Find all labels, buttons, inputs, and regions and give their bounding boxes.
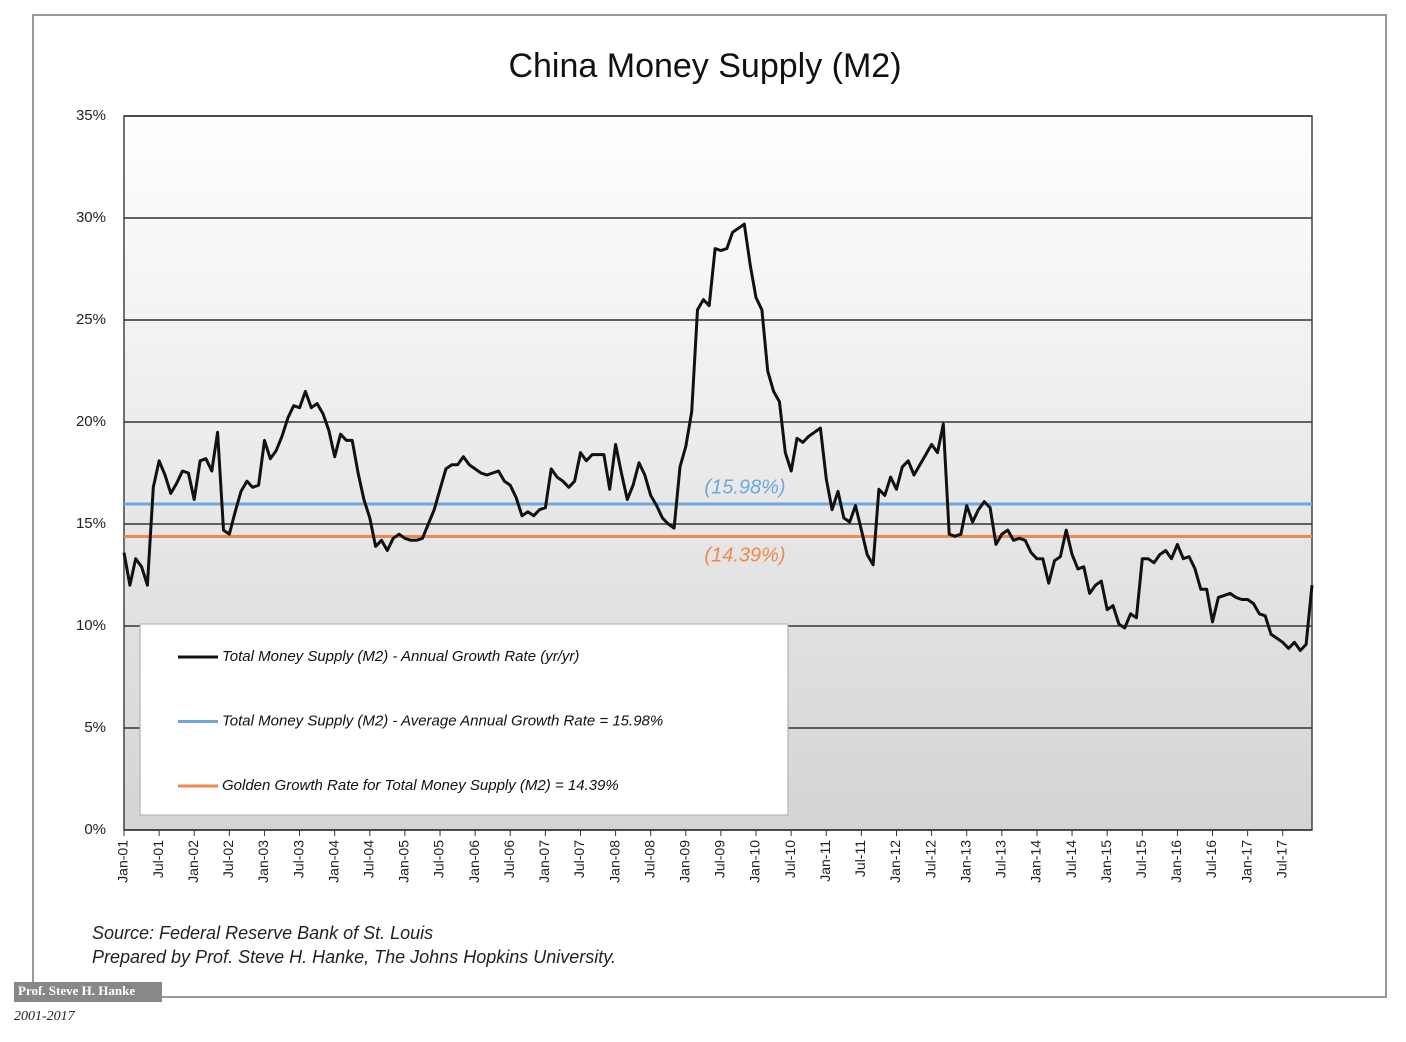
x-tick-label: Jul-10	[782, 840, 798, 878]
x-tick-label: Jan-05	[396, 840, 412, 883]
x-tick-label: Jan-10	[747, 840, 763, 883]
x-tick-label: Jan-14	[1028, 840, 1044, 883]
x-tick-label: Jan-16	[1168, 840, 1184, 883]
x-tick-label: Jul-17	[1273, 840, 1289, 878]
y-tick-label: 20%	[76, 413, 106, 430]
x-tick-label: Jul-06	[501, 840, 517, 878]
reference-label: (14.39%)	[704, 545, 785, 567]
y-tick-label: 25%	[76, 311, 106, 328]
x-tick-label: Jan-02	[185, 840, 201, 883]
y-tick-label: 5%	[84, 719, 106, 736]
x-tick-label: Jan-07	[536, 840, 552, 883]
x-tick-label: Jul-14	[1063, 840, 1079, 878]
y-tick-label: 10%	[76, 617, 106, 634]
y-tick-label: 15%	[76, 515, 106, 532]
x-tick-label: Jan-15	[1098, 840, 1114, 883]
series-line	[122, 222, 1314, 652]
x-tick-label: Jul-08	[641, 840, 657, 878]
x-tick-label: Jan-12	[887, 840, 903, 883]
x-tick-label: Jul-12	[922, 840, 938, 878]
legend	[139, 623, 789, 816]
x-tick-label: Jan-17	[1238, 840, 1254, 883]
legend-label: Total Money Supply (M2) - Average Annual…	[222, 712, 663, 729]
reference-label: (15.98%)	[704, 476, 785, 498]
source: Source: Federal Reserve Bank of St. Loui…	[92, 923, 433, 943]
x-tick-label: Jul-01	[150, 840, 166, 878]
x-tick-label: Jan-08	[606, 840, 622, 883]
legend-label: Golden Growth Rate for Total Money Suppl…	[222, 777, 619, 794]
x-tick-label: Jul-16	[1203, 840, 1219, 878]
x-tick-label: Jul-11	[852, 840, 868, 877]
legend-label: Total Money Supply (M2) - Annual Growth …	[222, 648, 579, 665]
date-range: 2001-2017	[14, 1009, 76, 1024]
x-tick-label: Jan-03	[255, 840, 271, 883]
chart-title: China Money Supply (M2)	[508, 47, 901, 85]
x-tick-label: Jan-13	[957, 840, 973, 883]
watermark-bg	[14, 982, 162, 1002]
x-tick-label: Jul-09	[712, 840, 728, 878]
x-tick-label: Jan-11	[817, 840, 833, 882]
y-tick-label: 35%	[76, 107, 106, 124]
x-tick-label: Jul-15	[1133, 840, 1149, 878]
x-tick-label: Jan-09	[677, 840, 693, 883]
x-tick-label: Jul-02	[220, 840, 236, 878]
x-tick-label: Jan-04	[325, 840, 341, 883]
x-tick-label: Jan-01	[115, 840, 131, 883]
x-tick-label: Jul-13	[993, 840, 1009, 878]
x-tick-label: Jul-05	[431, 840, 447, 878]
x-tick-label: Jan-06	[466, 840, 482, 883]
y-tick-label: 0%	[84, 821, 106, 838]
watermark: Prof. Steve H. Hanke	[18, 983, 135, 998]
x-tick-label: Jul-04	[360, 840, 376, 878]
x-tick-label: Jul-03	[290, 840, 306, 878]
x-tick-label: Jul-07	[571, 840, 587, 878]
y-tick-label: 30%	[76, 209, 106, 226]
prepared-by: Prepared by Prof. Steve H. Hanke, The Jo…	[92, 947, 616, 967]
